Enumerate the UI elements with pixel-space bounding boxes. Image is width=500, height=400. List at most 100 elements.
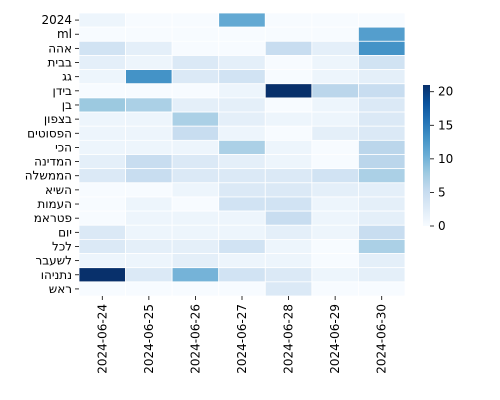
x-tick-label: 2024-06-25 — [142, 304, 156, 374]
heatmap-cell — [171, 238, 220, 254]
heatmap-cell — [125, 253, 173, 269]
y-tick-label: גג — [62, 70, 72, 84]
heatmap-cell — [125, 168, 173, 184]
heatmap-cell — [264, 83, 313, 99]
heatmap-cell — [311, 154, 359, 170]
heatmap-cell — [171, 97, 220, 113]
heatmap-cell — [311, 253, 359, 269]
y-tick-label: הממשלה — [25, 169, 72, 183]
heatmap-cell — [78, 154, 126, 170]
heatmap-cell — [311, 69, 359, 85]
heatmap-cell — [78, 267, 126, 283]
heatmap-cell — [311, 267, 359, 283]
heatmap-cell — [171, 83, 220, 99]
heatmap-cell — [78, 111, 126, 127]
x-tick-label: 2024-06-27 — [235, 304, 249, 374]
heatmap-cell — [358, 69, 406, 85]
heatmap-cell — [358, 83, 406, 99]
y-tick-label: בצפון — [44, 112, 72, 126]
heatmap-cell — [78, 139, 126, 155]
y-tick-label: העמות — [37, 197, 72, 211]
heatmap-cell — [218, 40, 266, 56]
heatmap-cell — [264, 111, 313, 127]
heatmap-cell — [218, 111, 266, 127]
heatmap-cell — [171, 40, 220, 56]
heatmap-cell — [171, 168, 220, 184]
heatmap-cell — [125, 55, 173, 71]
heatmap-cell — [218, 139, 266, 155]
heatmap-cell — [218, 281, 266, 297]
colorbar-gradient — [423, 85, 430, 226]
heatmap-cell — [78, 182, 126, 198]
heatmap-cell — [311, 168, 359, 184]
heatmap-cell — [125, 281, 173, 297]
heatmap-cell — [358, 26, 406, 42]
y-tick-label: לשעבר — [35, 254, 72, 268]
heatmap-cell — [125, 182, 173, 198]
heatmap-cell — [125, 26, 173, 42]
y-tick-label: בן — [62, 98, 72, 112]
heatmap-cell — [218, 12, 266, 28]
heatmap-cell — [358, 210, 406, 226]
heatmap-cell — [125, 69, 173, 85]
heatmap-cell — [311, 210, 359, 226]
heatmap-cell — [171, 253, 220, 269]
heatmap-cell — [311, 139, 359, 155]
heatmap-cell — [264, 69, 313, 85]
heatmap-cells — [78, 12, 406, 297]
heatmap-cell — [264, 238, 313, 254]
heatmap-cell — [78, 69, 126, 85]
heatmap-cell — [218, 210, 266, 226]
heatmap-cell — [78, 26, 126, 42]
heatmap-cell — [264, 12, 313, 28]
heatmap-cell — [218, 224, 266, 240]
heatmap-cell — [311, 182, 359, 198]
heatmap-cell — [125, 12, 173, 28]
heatmap-cell — [125, 139, 173, 155]
heatmap-cell — [358, 196, 406, 212]
heatmap-cell — [358, 111, 406, 127]
heatmap-cell — [311, 111, 359, 127]
heatmap-cell — [358, 97, 406, 113]
heatmap-cell — [358, 40, 406, 56]
heatmap-cell — [218, 26, 266, 42]
heatmap-cell — [358, 12, 406, 28]
heatmap-cell — [218, 125, 266, 141]
heatmap-cell — [171, 12, 220, 28]
heatmap-cell — [264, 224, 313, 240]
y-tick-label: פטראמ — [34, 211, 72, 225]
heatmap-cell — [358, 182, 406, 198]
heatmap-cell — [218, 196, 266, 212]
heatmap-cell — [264, 97, 313, 113]
x-tick-label: 2024-06-26 — [188, 304, 202, 374]
heatmap-cell — [125, 210, 173, 226]
heatmap-cell — [78, 12, 126, 28]
heatmap-cell — [358, 168, 406, 184]
heatmap-cell — [264, 55, 313, 71]
heatmap-cell — [311, 238, 359, 254]
heatmap-cell — [311, 196, 359, 212]
heatmap-cell — [358, 154, 406, 170]
heatmap-cell — [171, 281, 220, 297]
heatmap-cell — [264, 154, 313, 170]
heatmap-cell — [218, 55, 266, 71]
heatmap-cell — [218, 267, 266, 283]
y-tick-label: ml — [57, 27, 72, 41]
heatmap-cell — [171, 196, 220, 212]
y-tick-label: הכי — [55, 140, 72, 154]
heatmap-cell — [218, 83, 266, 99]
heatmap-cell — [264, 253, 313, 269]
heatmap-cell — [78, 224, 126, 240]
heatmap-cell — [125, 238, 173, 254]
y-tick-label: הפסוטים — [27, 126, 72, 140]
colorbar-tick-label: 15 — [438, 118, 453, 132]
x-tick-label: 2024-06-30 — [375, 304, 389, 374]
colorbar-tick-label: 5 — [438, 185, 446, 199]
heatmap-cell — [171, 69, 220, 85]
heatmap-cell — [171, 182, 220, 198]
x-tick-label: 2024-06-28 — [282, 304, 296, 374]
heatmap-cell — [171, 55, 220, 71]
heatmap-cell — [358, 238, 406, 254]
heatmap-cell — [311, 97, 359, 113]
heatmap-cell — [78, 40, 126, 56]
